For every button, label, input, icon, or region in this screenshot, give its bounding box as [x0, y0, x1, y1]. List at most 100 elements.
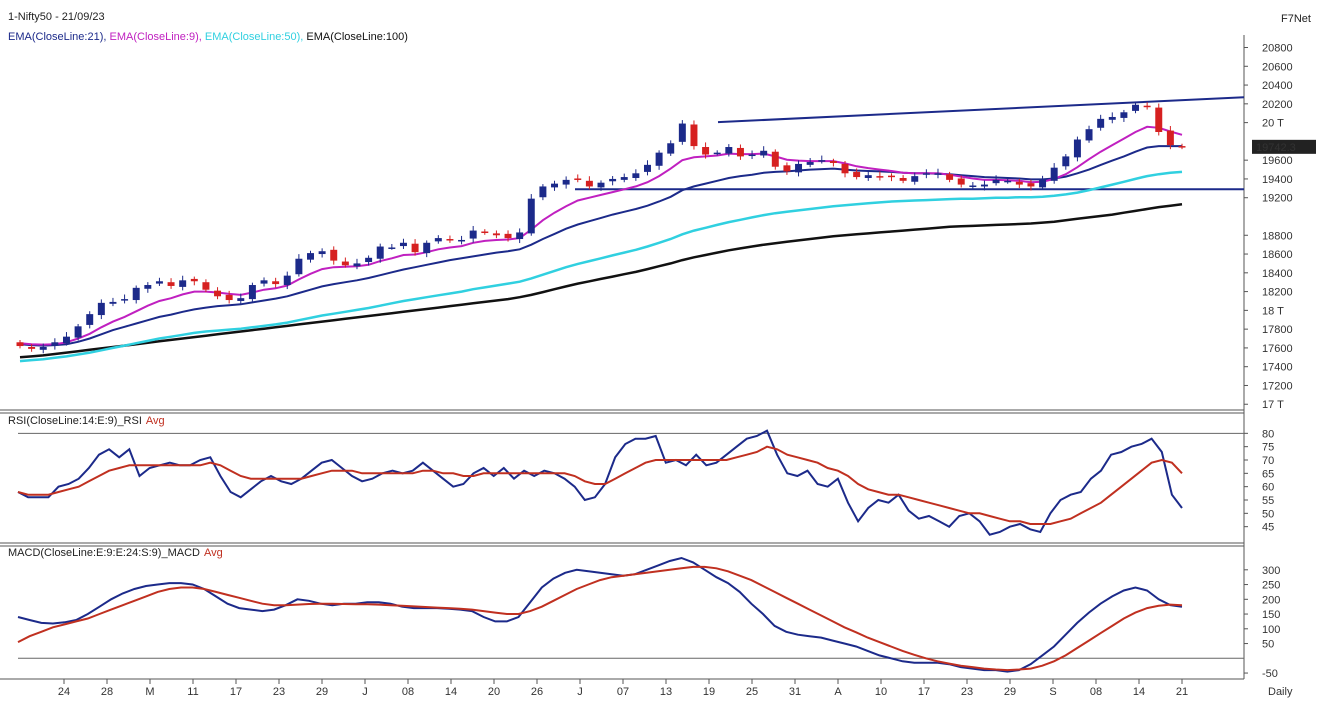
candle-body [190, 278, 198, 282]
candle-body [144, 285, 152, 289]
candle-body [109, 301, 117, 304]
candle-body [597, 182, 605, 188]
candle-body [1027, 183, 1035, 187]
upper-trendline [717, 96, 1245, 124]
candle-body [97, 302, 105, 316]
price-tick-label: 20 T [1262, 118, 1284, 130]
candle-body [411, 243, 419, 253]
rsi-tick-label: 80 [1262, 428, 1274, 440]
candle-body [51, 342, 59, 346]
candle-body [574, 178, 582, 180]
candle-body [469, 230, 477, 239]
candle-body [504, 233, 512, 239]
rsi-tick-label: 70 [1262, 455, 1274, 467]
rsi-tick-label: 65 [1262, 468, 1274, 480]
candle-body [237, 298, 245, 301]
candle-body [946, 174, 954, 180]
candle-body [121, 299, 129, 301]
candle-body [853, 171, 861, 178]
candle-body [272, 281, 280, 285]
candle-body [1050, 167, 1058, 181]
candle-body [260, 280, 268, 284]
x-tick-label: 17 [230, 686, 242, 698]
candle-body [1108, 116, 1116, 120]
candle-body [980, 184, 988, 187]
candle-body [167, 282, 175, 286]
last-price-label: 19742.3 [1256, 142, 1296, 154]
candle-body [620, 177, 628, 180]
macd-tick-label: 250 [1262, 580, 1280, 592]
candle-body [1155, 107, 1163, 132]
candle-body [341, 261, 349, 266]
macd-tick-label: 50 [1262, 639, 1274, 651]
candle-body [28, 346, 36, 349]
price-tick-label: 18800 [1262, 230, 1293, 242]
price-tick-label: 20200 [1262, 99, 1293, 111]
candle-body [1178, 146, 1186, 148]
rsi-tick-label: 45 [1262, 522, 1274, 534]
candle-body [330, 249, 338, 261]
candle-body [760, 150, 768, 156]
last-price-box [1252, 139, 1316, 154]
price-tick-label: 17 T [1262, 399, 1284, 411]
legend-ema50: EMA(CloseLine:50), [204, 31, 304, 43]
ema50-line [19, 170, 1183, 363]
candle-body [771, 151, 779, 167]
chart-title: 1-Nifty50 - 21/09/23 [8, 11, 105, 23]
x-tick-label: 10 [875, 686, 887, 698]
candle-body [829, 161, 837, 163]
price-tick-label: 19200 [1262, 193, 1293, 205]
x-tick-label: 14 [445, 686, 457, 698]
candle-body [516, 232, 524, 240]
rsi-avg-line [17, 445, 1183, 525]
candle-body [876, 176, 884, 178]
candle-body [1120, 112, 1128, 118]
candle-body [957, 178, 965, 185]
macd-line [17, 556, 1183, 673]
macd-avg-line [17, 565, 1183, 672]
candle-body [202, 282, 210, 290]
candle-body [1015, 181, 1023, 185]
candle-body [16, 342, 24, 347]
candle-body [818, 160, 826, 162]
x-tick-label: 07 [617, 686, 629, 698]
candle-body [551, 183, 559, 188]
candle-body [1004, 180, 1012, 183]
candle-body [748, 154, 756, 157]
candle-body [922, 173, 930, 175]
candle-body [399, 242, 407, 247]
candle-body [318, 251, 326, 255]
ema9-line [19, 125, 1183, 346]
candle-body [1143, 105, 1151, 108]
price-tick-label: 20800 [1262, 43, 1293, 55]
candle-body [806, 162, 814, 165]
candle-body [934, 173, 942, 175]
rsi-tick-label: 75 [1262, 442, 1274, 454]
candle-body [713, 152, 721, 155]
x-tick-label: S [1049, 686, 1056, 698]
x-axis-label: Daily [1268, 686, 1293, 698]
candle-body [795, 163, 803, 173]
candle-body [702, 147, 710, 155]
x-tick-label: A [834, 686, 842, 698]
candle-body [736, 147, 744, 157]
x-tick-label: 11 [187, 686, 198, 698]
candle-body [609, 178, 617, 182]
candle-body [434, 238, 442, 242]
brand-label: F7Net [1281, 13, 1311, 25]
candle-body [132, 287, 140, 301]
candle-body [783, 165, 791, 172]
rsi-line [17, 429, 1183, 536]
candle-body [458, 239, 466, 242]
x-tick-label: 25 [746, 686, 758, 698]
x-tick-label: 24 [58, 686, 70, 698]
candle-body [307, 253, 314, 260]
legend-ema21: EMA(CloseLine:21), [8, 31, 107, 43]
candle-body [655, 152, 663, 166]
candle-body [248, 285, 256, 300]
x-tick-label: J [577, 686, 583, 698]
macd-tick-label: 150 [1262, 609, 1280, 621]
price-tick-label: 20600 [1262, 61, 1293, 73]
candle-body [214, 290, 222, 297]
